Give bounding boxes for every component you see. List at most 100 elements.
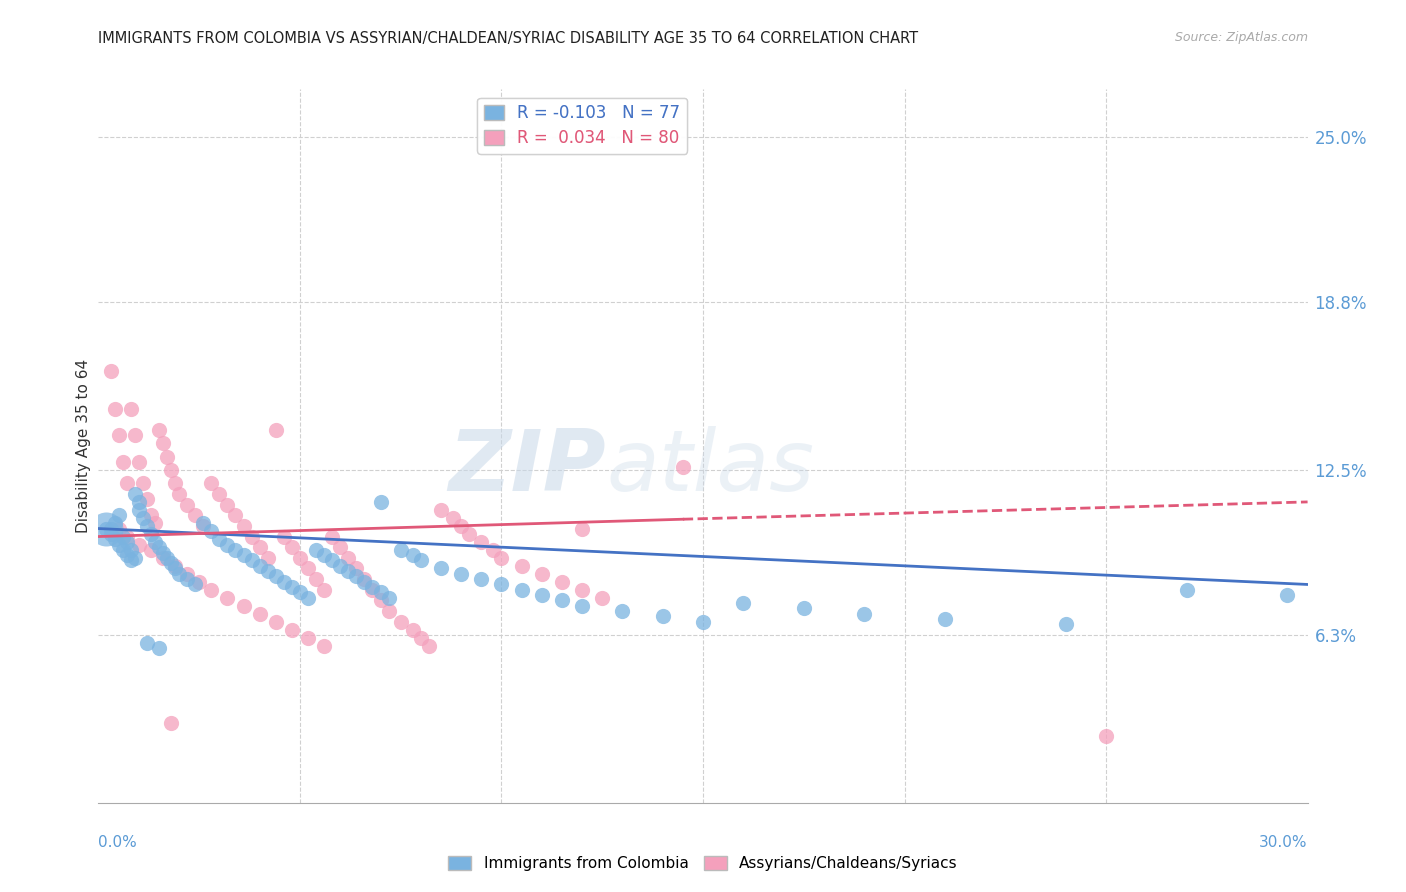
Point [344, 569, 367, 583]
Point [193, 519, 215, 533]
Point [288, 550, 311, 565]
Point [651, 609, 673, 624]
Point [314, 582, 336, 597]
Point [353, 572, 375, 586]
Point [470, 572, 492, 586]
Point [389, 542, 412, 557]
Point [139, 508, 162, 523]
Point [152, 436, 174, 450]
Point [389, 615, 412, 629]
Point [208, 532, 231, 546]
Point [135, 519, 157, 533]
Point [107, 537, 129, 551]
Point [551, 574, 574, 589]
Point [128, 503, 150, 517]
Point [107, 508, 129, 523]
Point [128, 455, 150, 469]
Point [156, 550, 179, 565]
Point [176, 498, 198, 512]
Point [249, 558, 271, 573]
Text: atlas: atlas [606, 425, 814, 509]
Point [281, 580, 304, 594]
Legend: R = -0.103   N = 77, R =  0.034   N = 80: R = -0.103 N = 77, R = 0.034 N = 80 [477, 97, 688, 153]
Point [337, 564, 360, 578]
Point [470, 534, 492, 549]
Point [163, 476, 186, 491]
Point [128, 495, 150, 509]
Point [103, 532, 125, 546]
Point [329, 540, 352, 554]
Point [96, 522, 118, 536]
Point [176, 566, 198, 581]
Point [249, 540, 271, 554]
Point [344, 561, 367, 575]
Point [232, 599, 254, 613]
Point [418, 639, 440, 653]
Point [148, 641, 170, 656]
Point [672, 460, 695, 475]
Point [115, 548, 138, 562]
Point [107, 428, 129, 442]
Point [103, 401, 125, 416]
Point [571, 522, 593, 536]
Point [256, 550, 278, 565]
Point [124, 428, 146, 442]
Point [273, 574, 295, 589]
Point [370, 495, 392, 509]
Point [120, 542, 142, 557]
Point [934, 612, 956, 626]
Point [217, 537, 239, 551]
Point [184, 508, 207, 523]
Point [115, 534, 138, 549]
Point [305, 572, 328, 586]
Point [240, 529, 263, 543]
Text: Source: ZipAtlas.com: Source: ZipAtlas.com [1174, 31, 1308, 45]
Point [232, 548, 254, 562]
Point [152, 545, 174, 559]
Point [152, 550, 174, 565]
Point [441, 511, 464, 525]
Point [100, 364, 122, 378]
Point [120, 401, 142, 416]
Point [288, 585, 311, 599]
Point [193, 516, 215, 531]
Text: IMMIGRANTS FROM COLOMBIA VS ASSYRIAN/CHALDEAN/SYRIAC DISABILITY AGE 35 TO 64 COR: IMMIGRANTS FROM COLOMBIA VS ASSYRIAN/CHA… [98, 31, 918, 46]
Point [224, 508, 246, 523]
Point [491, 577, 513, 591]
Point [482, 542, 505, 557]
Point [176, 572, 198, 586]
Point [450, 519, 472, 533]
Point [281, 540, 304, 554]
Point [107, 522, 129, 536]
Point [160, 715, 183, 730]
Point [156, 450, 179, 464]
Point [361, 580, 384, 594]
Point [128, 537, 150, 551]
Point [1054, 617, 1077, 632]
Point [571, 599, 593, 613]
Point [240, 553, 263, 567]
Point [167, 566, 190, 581]
Point [853, 607, 876, 621]
Point [1095, 729, 1118, 743]
Point [297, 631, 319, 645]
Point [115, 476, 138, 491]
Point [402, 623, 425, 637]
Y-axis label: Disability Age 35 to 64: Disability Age 35 to 64 [76, 359, 91, 533]
Point [430, 561, 453, 575]
Point [224, 542, 246, 557]
Point [96, 522, 118, 536]
Point [353, 574, 375, 589]
Text: 0.0%: 0.0% [98, 836, 138, 850]
Point [167, 487, 190, 501]
Point [361, 582, 384, 597]
Point [491, 550, 513, 565]
Point [132, 511, 155, 525]
Point [100, 527, 122, 541]
Point [217, 498, 239, 512]
Point [139, 542, 162, 557]
Point [163, 561, 186, 575]
Point [249, 607, 271, 621]
Point [337, 550, 360, 565]
Point [297, 561, 319, 575]
